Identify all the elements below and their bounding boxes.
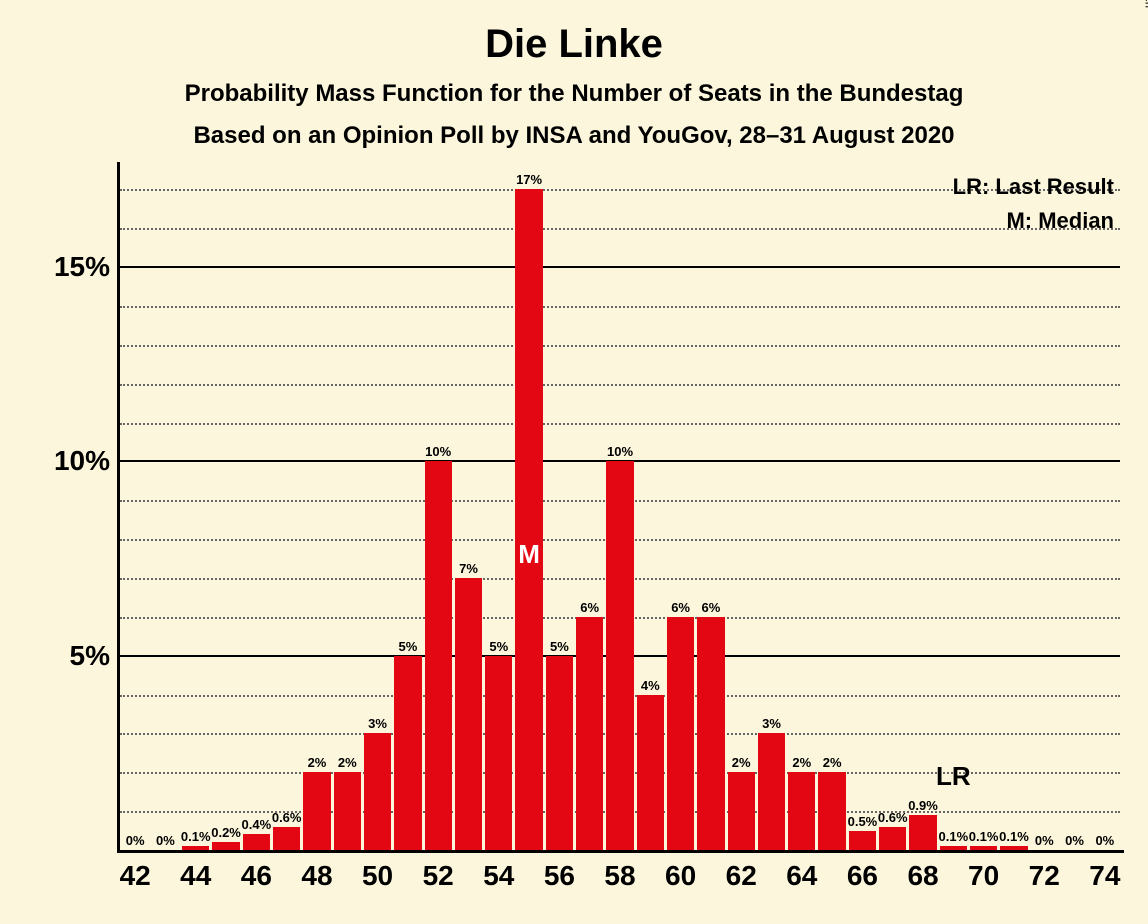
gridline-major: [120, 266, 1120, 268]
bar: [243, 834, 270, 850]
x-tick-label: 48: [301, 860, 332, 892]
bar: [515, 189, 542, 850]
x-tick-label: 58: [604, 860, 635, 892]
chart-subtitle-2: Based on an Opinion Poll by INSA and You…: [0, 122, 1148, 150]
bar: [425, 461, 452, 850]
bar: [909, 815, 936, 850]
bar-value-label: 0.2%: [211, 825, 241, 840]
bar: [364, 733, 391, 850]
bar-value-label: 5%: [550, 639, 569, 654]
bar-value-label: 0%: [1095, 833, 1114, 848]
bar: [879, 827, 906, 850]
bar-value-label: 10%: [425, 444, 451, 459]
bar-value-label: 2%: [823, 755, 842, 770]
chart-title: Die Linke: [0, 22, 1148, 67]
bar-value-label: 2%: [308, 755, 327, 770]
bar: [758, 733, 785, 850]
bar-value-label: 3%: [762, 716, 781, 731]
legend-last-result: LR: Last Result: [953, 174, 1114, 200]
bar-value-label: 6%: [671, 600, 690, 615]
x-tick-label: 70: [968, 860, 999, 892]
last-result-marker: LR: [936, 761, 971, 792]
x-tick-label: 50: [362, 860, 393, 892]
bar: [455, 578, 482, 850]
x-tick-label: 60: [665, 860, 696, 892]
x-tick-label: 44: [180, 860, 211, 892]
gridline-minor: [120, 345, 1120, 347]
bar-value-label: 0%: [1065, 833, 1084, 848]
bar-value-label: 7%: [459, 561, 478, 576]
bar: [818, 772, 845, 850]
bar: [576, 617, 603, 850]
bar-value-label: 5%: [398, 639, 417, 654]
x-tick-label: 46: [241, 860, 272, 892]
x-tick-label: 66: [847, 860, 878, 892]
bar: [303, 772, 330, 850]
x-tick-label: 42: [120, 860, 151, 892]
gridline-minor: [120, 228, 1120, 230]
bar: [637, 695, 664, 850]
bar-value-label: 0.9%: [908, 798, 938, 813]
bar: [334, 772, 361, 850]
x-tick-label: 74: [1089, 860, 1120, 892]
bar-value-label: 0%: [156, 833, 175, 848]
bar-value-label: 2%: [792, 755, 811, 770]
bar: [212, 842, 239, 850]
y-tick-label: 15%: [54, 251, 110, 283]
bar-value-label: 0.4%: [242, 817, 272, 832]
x-tick-label: 52: [423, 860, 454, 892]
bar-value-label: 10%: [607, 444, 633, 459]
gridline-minor: [120, 306, 1120, 308]
x-tick-label: 54: [483, 860, 514, 892]
bar-value-label: 6%: [702, 600, 721, 615]
y-tick-label: 10%: [54, 445, 110, 477]
copyright-text: © 2021 Filip van Laenen: [1142, 0, 1148, 8]
bar: [485, 656, 512, 850]
bar-value-label: 17%: [516, 172, 542, 187]
x-tick-label: 68: [907, 860, 938, 892]
bar-value-label: 5%: [489, 639, 508, 654]
bar-value-label: 2%: [732, 755, 751, 770]
x-tick-label: 56: [544, 860, 575, 892]
bar-value-label: 2%: [338, 755, 357, 770]
bar-value-label: 6%: [580, 600, 599, 615]
bar-value-label: 0.1%: [969, 829, 999, 844]
bar-value-label: 0.1%: [999, 829, 1029, 844]
plot-area: 5%10%15%0%0%0.1%0.2%0.4%0.6%2%2%3%5%10%7…: [120, 170, 1120, 850]
bar: [697, 617, 724, 850]
bar: [728, 772, 755, 850]
bar-value-label: 4%: [641, 678, 660, 693]
bar-value-label: 0.5%: [848, 814, 878, 829]
bar: [546, 656, 573, 850]
bar: [667, 617, 694, 850]
bar-value-label: 0.6%: [878, 810, 908, 825]
bar-value-label: 0%: [1035, 833, 1054, 848]
bar-value-label: 0.1%: [939, 829, 969, 844]
bar: [849, 831, 876, 850]
bar: [788, 772, 815, 850]
x-tick-label: 72: [1029, 860, 1060, 892]
bar-value-label: 0.1%: [181, 829, 211, 844]
y-axis: [117, 162, 120, 853]
chart-canvas: Die Linke Probability Mass Function for …: [0, 0, 1148, 924]
x-axis: [117, 850, 1124, 853]
y-tick-label: 5%: [70, 640, 110, 672]
bar: [273, 827, 300, 850]
bar-value-label: 0.6%: [272, 810, 302, 825]
legend-median: M: Median: [1006, 208, 1114, 234]
median-marker: M: [518, 539, 540, 570]
bar-value-label: 0%: [126, 833, 145, 848]
bar: [606, 461, 633, 850]
x-tick-label: 64: [786, 860, 817, 892]
bar-value-label: 3%: [368, 716, 387, 731]
gridline-minor: [120, 423, 1120, 425]
gridline-minor: [120, 384, 1120, 386]
bar: [394, 656, 421, 850]
chart-subtitle-1: Probability Mass Function for the Number…: [0, 80, 1148, 108]
x-tick-label: 62: [726, 860, 757, 892]
